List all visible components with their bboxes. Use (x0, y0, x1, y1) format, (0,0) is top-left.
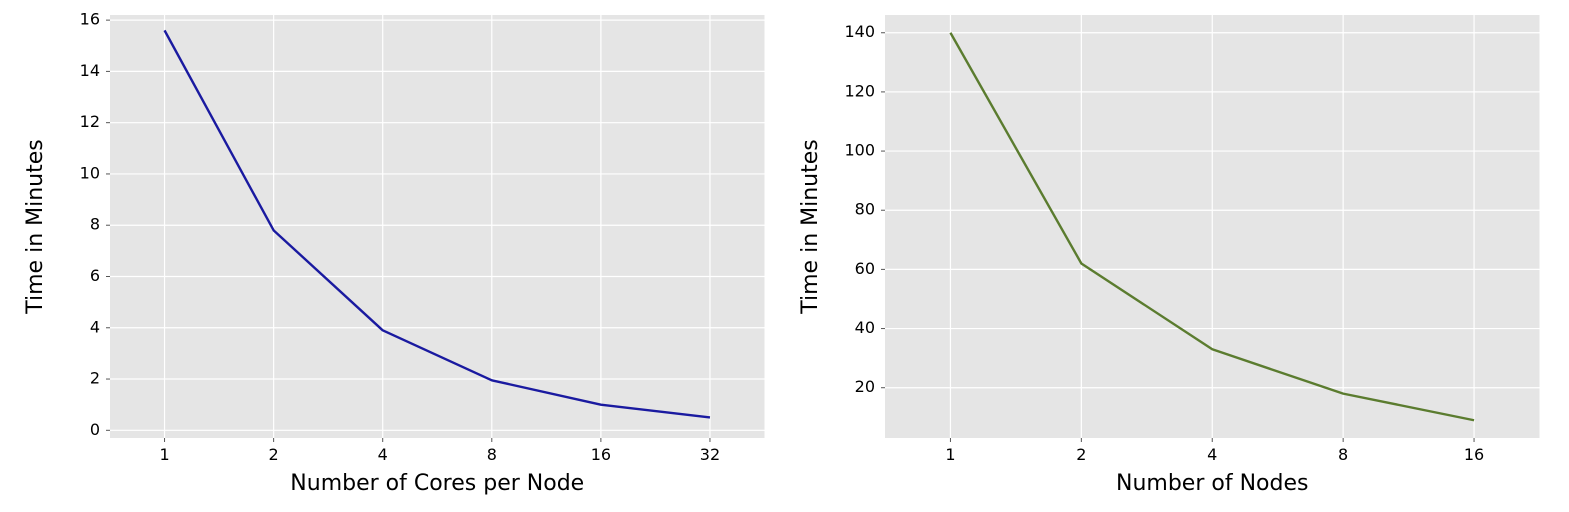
xtick-label: 16 (1463, 445, 1483, 464)
ytick-label: 60 (854, 259, 874, 278)
plot-background (110, 15, 765, 438)
ytick-label: 2 (90, 369, 100, 388)
xtick-label: 8 (1338, 445, 1348, 464)
ytick-label: 16 (80, 10, 100, 29)
xtick-label: 8 (487, 445, 497, 464)
figure: 024681012141612481632Number of Cores per… (0, 0, 1569, 508)
ytick-label: 140 (844, 22, 875, 41)
xtick-label: 1 (945, 445, 955, 464)
xtick-label: 32 (700, 445, 720, 464)
left-panel: 024681012141612481632Number of Cores per… (0, 0, 785, 508)
ytick-label: 8 (90, 215, 100, 234)
ytick-label: 80 (854, 200, 874, 219)
xtick-label: 4 (378, 445, 388, 464)
ytick-label: 6 (90, 266, 100, 285)
xtick-label: 16 (591, 445, 611, 464)
y-axis-label: Time in Minutes (798, 139, 823, 315)
xtick-label: 4 (1207, 445, 1217, 464)
x-axis-label: Number of Nodes (1116, 471, 1308, 496)
ytick-label: 12 (80, 112, 100, 131)
left-chart: 024681012141612481632Number of Cores per… (0, 0, 785, 508)
xtick-label: 2 (269, 445, 279, 464)
ytick-label: 4 (90, 317, 100, 336)
xtick-label: 2 (1076, 445, 1086, 464)
ytick-label: 40 (854, 318, 874, 337)
right-chart: 20 40 60 80 100 120 140 1 2 4 8 16 Number of Nodes Ti… (785, 0, 1569, 508)
ytick-label: 120 (844, 81, 875, 100)
xtick-label: 1 (159, 445, 169, 464)
ytick-label: 10 (80, 163, 100, 182)
ytick-label: 100 (844, 141, 875, 160)
ytick-label: 0 (90, 420, 100, 439)
y-axis-label: Time in Minutes (23, 139, 48, 315)
ytick-label: 14 (80, 61, 100, 80)
x-axis-label: Number of Cores per Node (290, 471, 584, 496)
ytick-label: 20 (854, 377, 874, 396)
right-panel: 20 40 60 80 100 120 140 1 2 4 8 16 Number of Nodes Ti… (785, 0, 1569, 508)
